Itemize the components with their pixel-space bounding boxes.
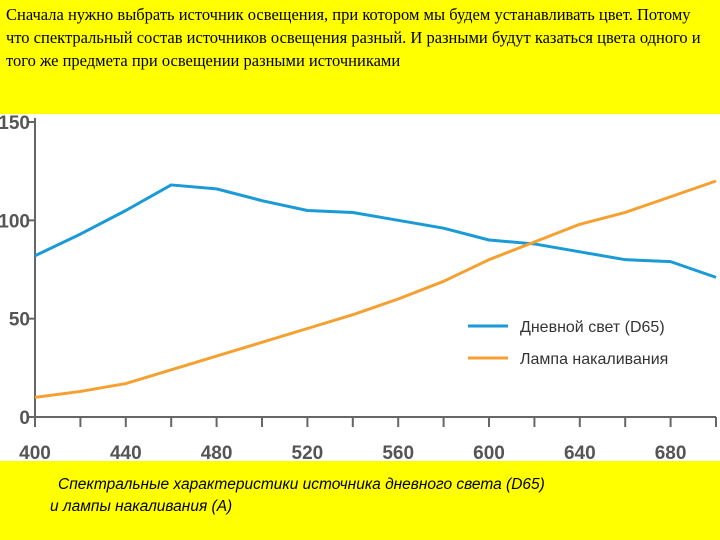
caption-line-1: Спектральные характеристики источника дн… xyxy=(58,476,545,493)
x-tick-label: 600 xyxy=(473,443,505,461)
caption-line-2: и лампы накаливания (A) xyxy=(50,498,233,515)
series-lines xyxy=(34,179,717,399)
chart-caption: Спектральные характеристики источника дн… xyxy=(50,474,710,518)
spectral-chart: 0 50 100 150 400 440 480 520 560 600 640 680 Дневно… xyxy=(0,113,720,464)
x-tick-label: 480 xyxy=(201,443,233,461)
y-tick-label: 0 xyxy=(19,408,30,429)
y-tick-label: 50 xyxy=(9,310,30,331)
legend-label-1: Дневной свет (D65) xyxy=(520,319,665,336)
chart-svg: 0 50 100 150 400 440 480 520 560 600 640 680 Дневно… xyxy=(0,113,717,464)
y-tick-label: 100 xyxy=(0,211,30,232)
y-tick-label: 150 xyxy=(0,114,30,134)
x-tick-label: 680 xyxy=(655,443,687,461)
legend-label-2: Лампа накаливания xyxy=(520,351,668,368)
x-tick-label: 440 xyxy=(110,443,142,461)
axes: 0 50 100 150 400 440 480 520 560 600 640 680 xyxy=(0,113,717,464)
series-line-2 xyxy=(34,179,717,399)
chart-legend: Дневной свет (D65) Лампа накаливания xyxy=(468,319,668,368)
x-tick-label: 520 xyxy=(292,443,324,461)
slide-header-text: Сначала нужно выбрать источник освещения… xyxy=(6,5,701,70)
series-line-1 xyxy=(34,183,717,279)
x-tick-label: 400 xyxy=(19,443,51,461)
x-tick-label: 640 xyxy=(564,443,596,461)
x-tick-label: 560 xyxy=(382,443,414,461)
